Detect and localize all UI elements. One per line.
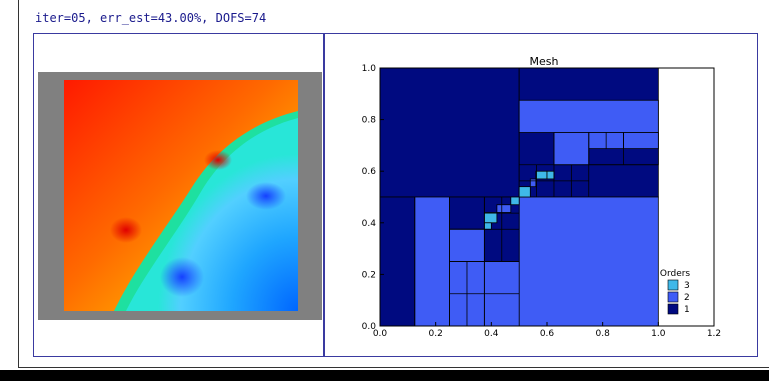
- solution-low-spot: [160, 257, 204, 297]
- chart-title: Mesh: [530, 55, 559, 68]
- y-tick-label: 0.0: [362, 322, 377, 332]
- mesh-element-order-3: [546, 170, 555, 180]
- mesh-element-order-3: [483, 212, 498, 224]
- solution-panel: [33, 33, 324, 357]
- y-axis: 0.0 0.2 0.4 0.6 0.8 1.0: [362, 64, 384, 332]
- x-tick-label: 0.0: [373, 329, 388, 339]
- mesh-elements: [379, 67, 659, 327]
- mesh-element-order-2: [449, 228, 485, 262]
- window-frame: [18, 0, 769, 368]
- mesh-element-order-2: [623, 132, 659, 150]
- mesh-element-order-3: [510, 196, 520, 206]
- legend-title: Orders: [660, 269, 691, 279]
- mesh-element-order-2: [553, 132, 590, 166]
- mesh-element-order-2: [529, 178, 537, 188]
- mesh-element-order-2: [518, 196, 659, 327]
- solution-view: [38, 72, 322, 320]
- legend-swatch-3: [667, 279, 679, 291]
- x-tick-label: 1.0: [651, 329, 666, 339]
- status-line: iter=05, err_est=43.00%, DOFS=74: [35, 11, 267, 25]
- solution-high-spot: [204, 150, 232, 170]
- y-tick-label: 1.0: [362, 64, 377, 74]
- y-tick-label: 0.8: [362, 116, 377, 126]
- x-tick-label: 1.2: [707, 329, 721, 339]
- mesh-element-order-1: [449, 196, 485, 230]
- mesh-element-order-1: [379, 67, 520, 198]
- mesh-element-order-3: [483, 222, 492, 230]
- solution-low-spot: [246, 182, 286, 210]
- legend-swatch-2: [667, 291, 679, 303]
- bottom-bar: [0, 370, 769, 381]
- mesh-element-order-2: [496, 204, 512, 213]
- y-tick-label: 0.2: [362, 270, 376, 280]
- x-axis: 0.0 0.2 0.4 0.6 0.8 1.0 1.2: [373, 322, 721, 339]
- legend-label-2: 2: [684, 293, 690, 303]
- mesh-chart: Mesh 0.0 0.2 0.4 0.6 0.8 1.0 1.2 0.00.20.40.60…: [362, 55, 721, 339]
- x-tick-label: 0.6: [540, 329, 555, 339]
- mesh-element-order-3: [535, 170, 548, 180]
- legend-swatch-1: [667, 303, 679, 315]
- y-tick-label: 0.6: [362, 167, 377, 177]
- mesh-element-order-2: [518, 99, 659, 133]
- y-tick-label: 0.4: [362, 219, 377, 229]
- mesh-element-order-1: [379, 196, 416, 327]
- x-tick-label: 0.8: [596, 329, 611, 339]
- x-tick-label: 0.4: [484, 329, 499, 339]
- legend: Orders 3 2 1: [660, 269, 691, 315]
- mesh-grid-lines: [414, 132, 659, 326]
- solution-high-spot: [110, 217, 142, 243]
- legend-label-3: 3: [684, 281, 690, 291]
- legend-label-1: 1: [684, 305, 690, 315]
- mesh-element-order-3: [518, 186, 531, 198]
- mesh-panel: Mesh 0.0 0.2 0.4 0.6 0.8 1.0 1.2 0.0 0.2 0.4 0.6 0…: [324, 33, 758, 357]
- mesh-element-order-2: [414, 196, 450, 327]
- x-tick-label: 0.2: [429, 329, 443, 339]
